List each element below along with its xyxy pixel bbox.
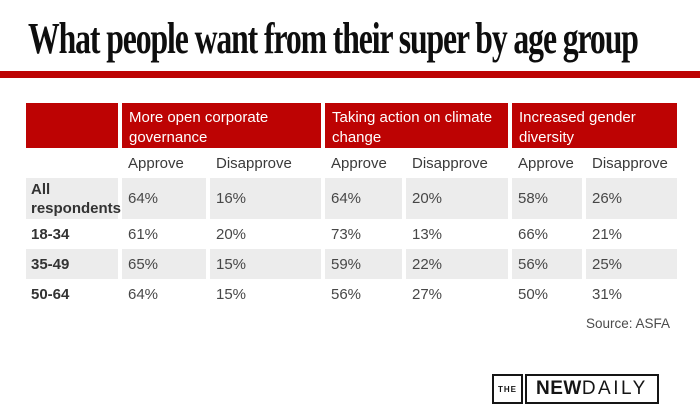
logo-the-box: THE — [492, 374, 523, 404]
table-value: 25% — [586, 249, 677, 279]
new-daily-logo: THE NEW DAILY — [492, 374, 659, 404]
table-value: 20% — [406, 178, 508, 219]
table-value: 64% — [122, 178, 206, 219]
table-value: 59% — [325, 249, 402, 279]
subheader-approve-3: Approve — [512, 148, 582, 178]
row-label-35-49: 35-49 — [26, 249, 118, 279]
table-value: 22% — [406, 249, 508, 279]
table-value: 13% — [412, 225, 443, 243]
logo-daily-text: DAILY — [581, 378, 648, 399]
subheader-disapprove-1: Disapprove — [210, 148, 321, 178]
table-header-governance: More open corporate governance — [122, 103, 321, 148]
table-value: 64% — [325, 178, 402, 219]
row-label-18-34: 18-34 — [31, 225, 70, 243]
table-value: 65% — [122, 249, 206, 279]
table-value: 15% — [210, 249, 321, 279]
table-value: 64% — [128, 285, 159, 303]
row-label-all-respondents: All respondents — [26, 178, 121, 219]
table-value: 66% — [518, 225, 549, 243]
table-value: 58% — [512, 178, 582, 219]
table-value: 56% — [331, 285, 362, 303]
table-value: 27% — [412, 285, 443, 303]
subheader-disapprove-2: Disapprove — [406, 148, 508, 178]
page-title: What people want from their super by age… — [28, 14, 639, 63]
data-table: More open corporate governance Taking ac… — [26, 103, 677, 309]
table-value: 50% — [518, 285, 549, 303]
table-value: 15% — [216, 285, 247, 303]
table-value: 20% — [216, 225, 247, 243]
table-value: 31% — [592, 285, 623, 303]
table-header-gender: Increased gender diversity — [512, 103, 677, 148]
row-label-50-64: 50-64 — [31, 285, 70, 303]
subheader-empty-cell — [26, 148, 118, 178]
subheader-approve-2: Approve — [325, 148, 402, 178]
table-value: 26% — [586, 178, 677, 219]
source-attribution: Source: ASFA — [585, 316, 670, 331]
table-value: 61% — [128, 225, 159, 243]
table-header-climate: Taking action on climate change — [325, 103, 508, 148]
table-header-empty-cell — [26, 103, 118, 148]
table-value: 73% — [331, 225, 362, 243]
logo-main-box: NEW DAILY — [525, 374, 659, 404]
table-value: 16% — [210, 178, 321, 219]
table-value: 56% — [512, 249, 582, 279]
table-value: 21% — [592, 225, 623, 243]
subheader-disapprove-3: Disapprove — [586, 148, 677, 178]
subheader-approve-1: Approve — [122, 148, 206, 178]
logo-new-text: NEW — [536, 378, 582, 399]
title-underline-rule — [0, 71, 700, 78]
